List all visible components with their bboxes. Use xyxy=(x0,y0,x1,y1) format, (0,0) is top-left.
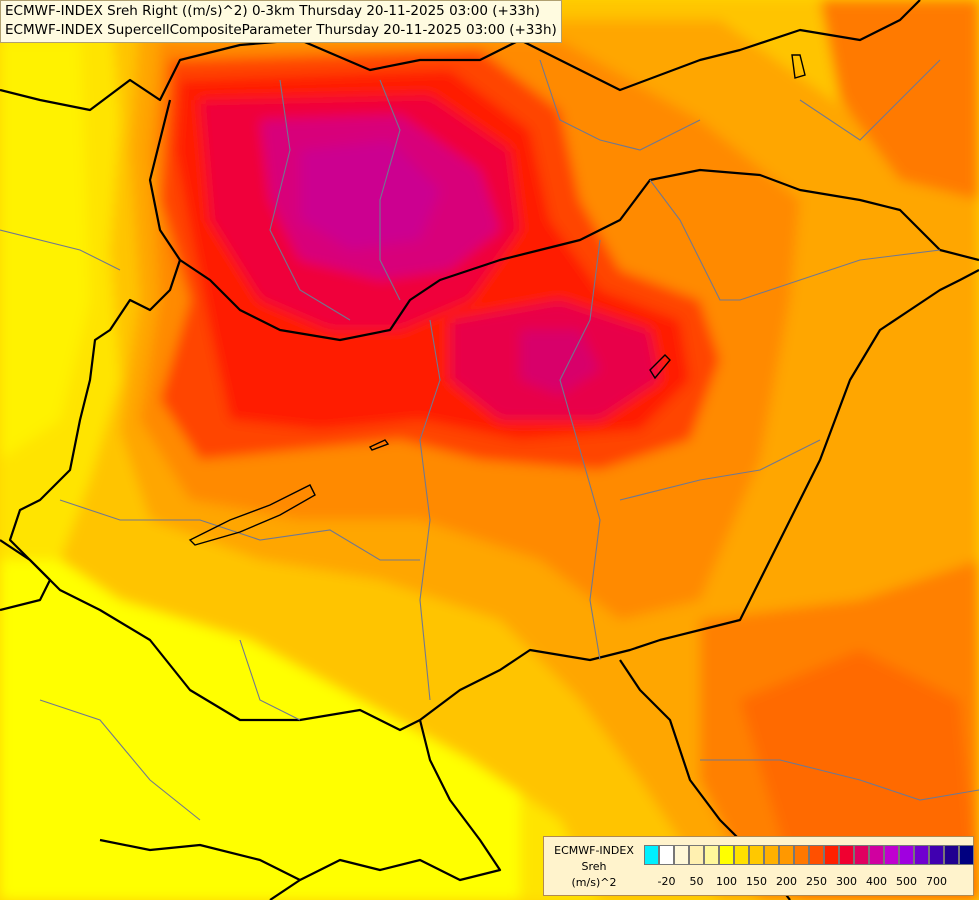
legend-tick-label: 400 xyxy=(866,875,887,888)
legend-swatch xyxy=(749,845,764,865)
region-borders xyxy=(0,59,979,821)
legend-tick-label: 500 xyxy=(896,875,917,888)
map-title-box: ECMWF-INDEX Sreh Right ((m/s)^2) 0-3km T… xyxy=(0,0,562,43)
legend-swatch xyxy=(929,845,944,865)
legend-title: ECMWF-INDEX Sreh (m/s)^2 xyxy=(546,843,642,891)
legend-swatch xyxy=(764,845,779,865)
legend-swatch xyxy=(734,845,749,865)
legend-swatch xyxy=(644,845,659,865)
legend-tick-label: 700 xyxy=(926,875,947,888)
legend-title-line: (m/s)^2 xyxy=(571,876,617,889)
legend-swatch xyxy=(839,845,854,865)
color-legend: ECMWF-INDEX Sreh (m/s)^2 -20 50 100 150 200 2… xyxy=(543,836,974,896)
legend-tick-label: 50 xyxy=(689,875,704,888)
legend-swatch xyxy=(884,845,899,865)
legend-swatch xyxy=(674,845,689,865)
legend-tick-label: 100 xyxy=(716,875,737,888)
legend-swatch xyxy=(899,845,914,865)
legend-swatch xyxy=(659,845,674,865)
legend-tick-label: 250 xyxy=(806,875,827,888)
legend-title-line: ECMWF-INDEX xyxy=(554,844,634,857)
lakes xyxy=(188,54,806,546)
legend-tick-label: 200 xyxy=(776,875,797,888)
legend-swatch xyxy=(944,845,959,865)
legend-title-line: Sreh xyxy=(581,860,607,873)
legend-tick-label: 150 xyxy=(746,875,767,888)
legend-swatch xyxy=(689,845,704,865)
legend-swatch xyxy=(824,845,839,865)
legend-swatch xyxy=(914,845,929,865)
legend-ticks: -20 50 100 150 200 250 300 400 500 700 xyxy=(644,875,974,891)
legend-swatch xyxy=(704,845,719,865)
title-line-scp: ECMWF-INDEX SupercellCompositeParameter … xyxy=(5,22,557,38)
legend-tick-label: -20 xyxy=(657,875,676,888)
legend-swatches xyxy=(644,845,974,865)
legend-swatch xyxy=(779,845,794,865)
legend-swatch xyxy=(854,845,869,865)
title-line-sreh: ECMWF-INDEX Sreh Right ((m/s)^2) 0-3km T… xyxy=(5,3,540,19)
legend-tick-label: 300 xyxy=(836,875,857,888)
legend-swatch xyxy=(869,845,884,865)
legend-swatch xyxy=(794,845,809,865)
legend-swatch xyxy=(719,845,734,865)
legend-swatch xyxy=(959,845,974,865)
legend-swatch xyxy=(809,845,824,865)
